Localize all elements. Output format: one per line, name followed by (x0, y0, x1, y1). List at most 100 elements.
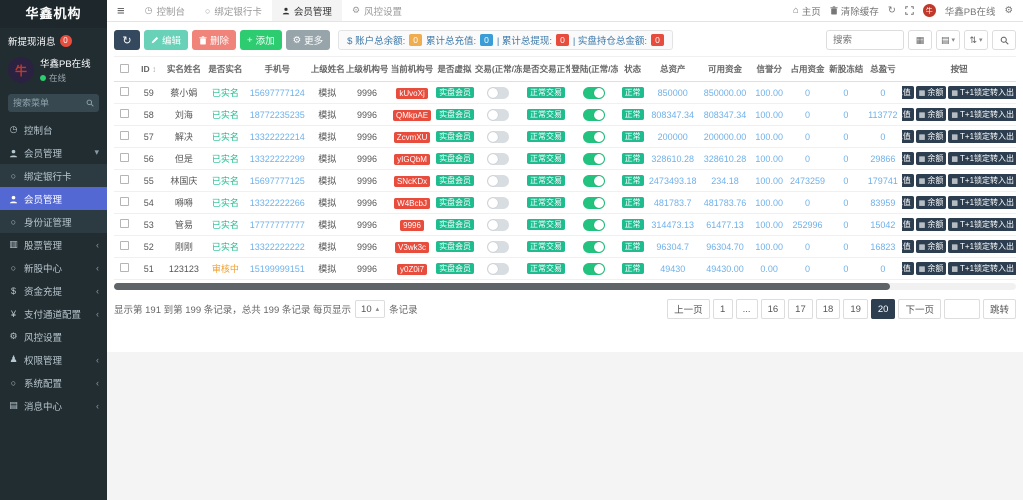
tab-member-manage[interactable]: 会员管理 (271, 0, 342, 21)
trade-toggle[interactable] (486, 108, 509, 121)
row-checkbox[interactable] (120, 109, 130, 118)
trade-toggle[interactable] (486, 262, 509, 275)
sidebar-item-funds[interactable]: $ 资金充提 ‹ (0, 279, 107, 302)
sidebar-item-permission[interactable]: ♟ 权限管理 ‹ (9, 354, 99, 367)
next-page-button[interactable]: 下一页 (898, 299, 941, 319)
sidebar-item-member-manage[interactable]: 会员管理 (0, 187, 107, 210)
login-toggle[interactable] (583, 108, 606, 121)
prev-page-button[interactable]: 上一页 (667, 299, 710, 319)
row-checkbox[interactable] (120, 197, 130, 206)
t1-lock-transfer-button[interactable]: ▦ T+1锁定转入出 (948, 262, 1016, 275)
t1-lock-transfer-button[interactable]: ▦ T+1锁定转入出 (948, 130, 1016, 143)
t1-lock-transfer-button[interactable]: ▦ T+1锁定转入出 (948, 174, 1016, 187)
row-checkbox[interactable] (120, 241, 130, 250)
sidebar-item-bind-bankcard[interactable]: ○ 绑定银行卡 (0, 164, 107, 187)
t1-lock-transfer-button[interactable]: ▦ T+1锁定转入出 (948, 196, 1016, 209)
trade-toggle[interactable] (486, 86, 509, 99)
balance-button[interactable]: ▦ 余额 (915, 108, 947, 121)
balance-button[interactable]: ▦ 余额 (915, 174, 947, 187)
page-button-active[interactable]: 20 (870, 299, 896, 319)
export-dropdown-button[interactable]: ⇅ ▾ (964, 30, 988, 50)
recharge-button[interactable]: ▦充值 (902, 196, 914, 209)
page-button[interactable]: 19 (843, 299, 868, 319)
trade-toggle[interactable] (486, 130, 509, 143)
more-button[interactable]: ⚙ 更多 (285, 30, 331, 50)
login-toggle[interactable] (583, 130, 606, 143)
sidebar-item-dashboard[interactable]: ◷ 控制台 (9, 124, 53, 137)
t1-lock-transfer-button[interactable]: ▦ T+1锁定转入出 (948, 86, 1016, 99)
login-toggle[interactable] (583, 262, 606, 275)
row-checkbox[interactable] (120, 263, 130, 272)
page-ellipsis[interactable]: ... (735, 299, 758, 319)
search-icon[interactable] (86, 98, 94, 109)
recharge-button[interactable]: ▦充值 (902, 262, 914, 275)
t1-lock-transfer-button[interactable]: ▦ T+1锁定转入出 (948, 108, 1016, 121)
sidebar-item-member-group[interactable]: 会员管理 ▾ (0, 141, 107, 164)
phone-link[interactable]: 18772235235 (244, 103, 310, 126)
phone-link[interactable]: 13322222299 (244, 147, 310, 170)
phone-link[interactable]: 15697777124 (244, 81, 310, 104)
scrollbar-thumb[interactable] (114, 283, 890, 290)
balance-button[interactable]: ▦ 余额 (915, 218, 947, 231)
page-button[interactable]: 16 (760, 299, 786, 319)
refresh-button[interactable]: ↻ (114, 30, 140, 50)
edit-button[interactable]: 编辑 (144, 30, 189, 50)
recharge-button[interactable]: ▦充值 (902, 108, 914, 121)
grid-view-button[interactable]: ▦ (908, 30, 932, 50)
add-button[interactable]: + 添加 (240, 30, 282, 50)
columns-dropdown-button[interactable]: ▤ ▾ (936, 30, 960, 50)
row-checkbox[interactable] (120, 175, 130, 184)
topbar-avatar[interactable]: 牛 (922, 4, 936, 17)
sidebar-search-input[interactable] (13, 98, 86, 108)
sidebar-item-stock-manage[interactable]: ▥ 股票管理 ‹ (9, 239, 99, 252)
recharge-button[interactable]: ▦充值 (902, 218, 914, 231)
login-toggle[interactable] (583, 240, 606, 253)
balance-button[interactable]: ▦ 余额 (915, 262, 947, 275)
balance-button[interactable]: ▦ 余额 (915, 130, 947, 143)
t1-lock-transfer-button[interactable]: ▦ T+1锁定转入出 (948, 152, 1016, 165)
login-toggle[interactable] (583, 152, 606, 165)
phone-link[interactable]: 17777777777 (244, 213, 310, 236)
balance-button[interactable]: ▦ 余额 (915, 152, 947, 165)
tab-risk-settings[interactable]: ⚙ 风控设置 (351, 5, 403, 18)
recharge-button[interactable]: ▦充值 (902, 130, 914, 143)
balance-button[interactable]: ▦ 余额 (915, 240, 947, 253)
page-button[interactable]: 1 (712, 299, 733, 319)
jump-button[interactable]: 跳转 (982, 299, 1016, 319)
clear-cache-link[interactable]: 清除缓存 (830, 4, 879, 18)
settings-icon[interactable]: ⚙ (1004, 5, 1013, 16)
trade-toggle[interactable] (486, 218, 509, 231)
row-checkbox[interactable] (120, 131, 130, 140)
tab-dashboard[interactable]: ◷ 控制台 (144, 5, 185, 18)
delete-button[interactable]: 删除 (192, 30, 237, 50)
trade-toggle[interactable] (486, 240, 509, 253)
login-toggle[interactable] (583, 196, 606, 209)
sidebar-item-risk-settings[interactable]: ⚙ 风控设置 (9, 331, 63, 344)
page-button[interactable]: 17 (788, 299, 813, 319)
sidebar-item-idcard-manage[interactable]: ○ 身份证管理 (0, 210, 107, 233)
trade-toggle[interactable] (486, 174, 509, 187)
phone-link[interactable]: 13322222222 (244, 235, 310, 258)
sidebar-item-message-center[interactable]: ▤ 消息中心 ‹ (9, 400, 99, 413)
recharge-button[interactable]: ▦充值 (902, 174, 914, 187)
trade-toggle[interactable] (486, 152, 509, 165)
login-toggle[interactable] (583, 86, 606, 99)
sidebar-item-new-stock[interactable]: ○ 新股中心 ‹ (0, 256, 107, 279)
page-button[interactable]: 18 (815, 299, 841, 319)
jump-page-input[interactable] (943, 299, 980, 319)
fullscreen-icon[interactable] (905, 6, 914, 15)
recharge-button[interactable]: ▦充值 (902, 86, 914, 99)
withdraw-notice[interactable]: 新提现消息 0 (0, 28, 107, 50)
recharge-button[interactable]: ▦充值 (902, 240, 914, 253)
balance-button[interactable]: ▦ 余额 (915, 196, 947, 209)
refresh-icon[interactable]: ↻ (887, 5, 896, 16)
table-search-input[interactable] (826, 30, 904, 50)
recharge-button[interactable]: ▦充值 (902, 152, 914, 165)
balance-button[interactable]: ▦ 余额 (915, 86, 947, 99)
page-size-select[interactable]: 10 ▴ (355, 300, 386, 318)
phone-link[interactable]: 13322222214 (244, 125, 310, 148)
hamburger-icon[interactable]: ≡ (117, 3, 125, 18)
home-link[interactable]: ⌂ 主页 (793, 5, 821, 18)
t1-lock-transfer-button[interactable]: ▦ T+1锁定转入出 (948, 218, 1016, 231)
login-toggle[interactable] (583, 174, 606, 187)
